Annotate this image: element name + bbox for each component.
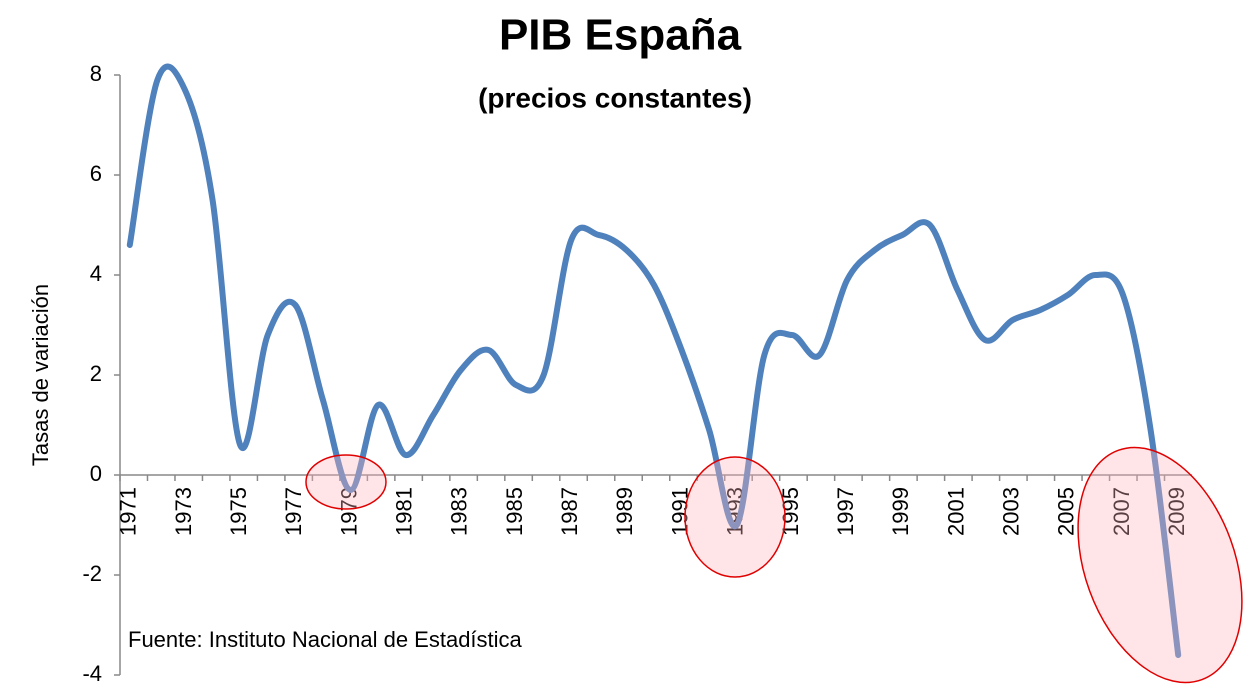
annotation: Fuente: Instituto Nacional de Estadístic… — [128, 627, 523, 652]
x-tick-label: 1989 — [612, 487, 637, 536]
line-series — [126, 63, 1182, 658]
x-tick-label: 1975 — [226, 487, 251, 536]
y-axis-label: Tasas de variación — [28, 284, 53, 466]
x-tick-label: 1999 — [888, 487, 913, 536]
x-tick-label: 1983 — [447, 487, 472, 536]
x-tick-label: 1977 — [281, 487, 306, 536]
x-tick-label: 2009 — [1164, 487, 1189, 536]
highlights — [305, 446, 1243, 684]
highlight — [1077, 446, 1243, 684]
y-tick-label: -2 — [82, 561, 102, 586]
x-tick-label: 1979 — [336, 487, 361, 536]
x-tick-label: 1997 — [833, 487, 858, 536]
highlight — [305, 454, 387, 510]
y-tick-label: -4 — [82, 661, 102, 686]
y-tick-label: 0 — [90, 461, 102, 486]
chart-title: PIB España — [499, 11, 742, 60]
x-tick-label: 2001 — [943, 487, 968, 536]
x-tick-label: 1973 — [171, 487, 196, 536]
highlight — [684, 456, 786, 578]
x-tick-label: 2007 — [1109, 487, 1134, 536]
x-tick-label: 1987 — [557, 487, 582, 536]
x-tick-label: 1981 — [392, 487, 417, 536]
y-tick-label: 8 — [90, 61, 102, 86]
x-tick-label: 2005 — [1054, 487, 1079, 536]
y-tick-label: 4 — [90, 261, 102, 286]
y-tick-label: 6 — [90, 161, 102, 186]
y-tick-label: 2 — [90, 361, 102, 386]
chart-subtitle: (precios constantes) — [478, 82, 752, 113]
x-tick-label: 1971 — [116, 487, 141, 536]
x-tick-label: 1985 — [502, 487, 527, 536]
x-tick-label: 2003 — [998, 487, 1023, 536]
